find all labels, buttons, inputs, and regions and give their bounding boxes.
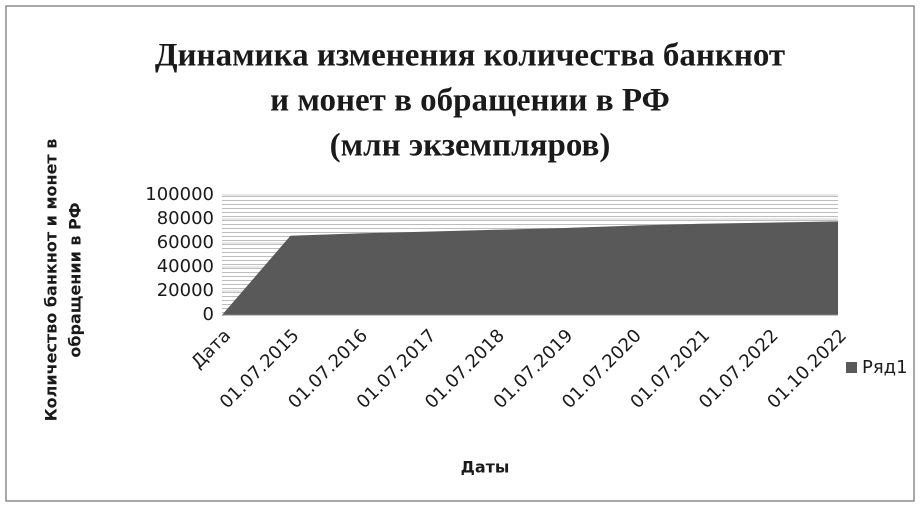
chart-title: Динамика изменения количества банкнот (155, 38, 785, 74)
area (222, 221, 838, 315)
y-tick-label: 100000 (145, 184, 214, 205)
legend-swatch (846, 362, 857, 373)
y-tick-label: 80000 (157, 208, 214, 229)
x-axis-label: Даты (461, 458, 510, 477)
y-axis-label: обращении в РФ (66, 202, 85, 357)
chart-title: (млн экземпляров) (330, 128, 611, 164)
chart-title: и монет в обращении в РФ (270, 83, 670, 119)
legend-label: Ряд1 (862, 357, 908, 378)
y-tick-label: 60000 (157, 232, 214, 253)
y-axis-label: Количество банкнот и монет в (42, 139, 61, 422)
y-tick-label: 20000 (157, 280, 214, 301)
y-tick-label: 0 (203, 304, 214, 325)
y-tick-label: 40000 (157, 256, 214, 277)
